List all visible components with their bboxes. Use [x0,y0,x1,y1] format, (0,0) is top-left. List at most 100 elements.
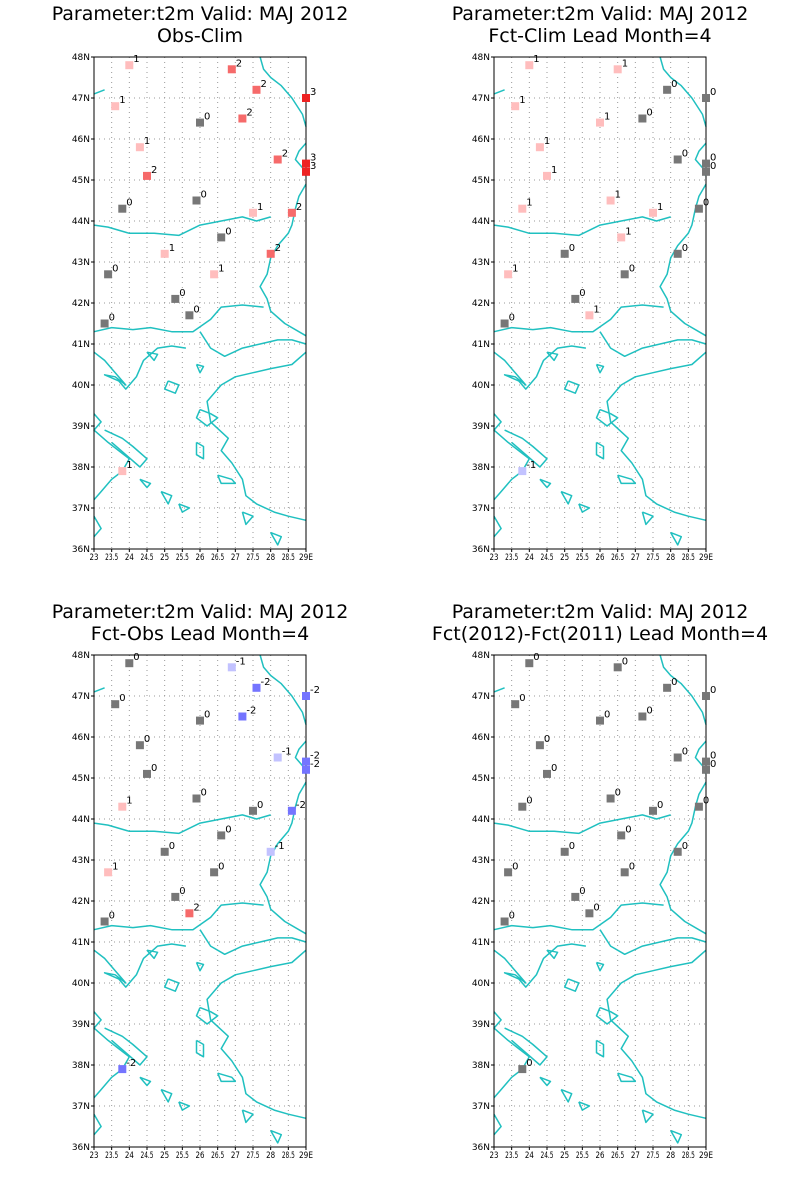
station-value-label: 2 [282,149,288,160]
coastline-segment [641,511,654,526]
station-marker [266,847,275,856]
y-tick-label: 41N [72,938,90,948]
coastline-segment [93,1011,131,1099]
station-value-label: 0 [257,800,263,811]
station-marker [620,868,629,877]
coastline-segment [595,408,619,427]
station-marker [118,467,127,476]
x-tick-label: 27 [631,553,640,563]
station-marker [620,270,629,279]
x-tick-label: 25.5 [576,553,589,563]
x-tick-label: 26.5 [611,1151,624,1161]
station-marker [266,249,275,258]
station-value-label: 0 [615,788,621,799]
coastline-segment [493,902,664,931]
station-value-label: -2 [126,1058,136,1069]
station-value-label: 1 [519,95,525,106]
station-value-label: 0 [710,87,716,98]
station-value-label: 0 [126,198,132,209]
station-marker [500,319,509,328]
station-value-label: 0 [646,108,652,119]
station-marker [673,249,682,258]
y-tick-label: 37N [472,504,490,514]
y-tick-label: 45N [472,774,490,784]
station-marker [143,769,151,778]
station-marker [571,892,580,901]
station-marker [518,1065,527,1074]
y-tick-label: 45N [72,774,90,784]
coastline-segment [504,1027,548,1066]
y-tick-label: 46N [72,135,90,145]
station-value-label: -1 [275,841,285,852]
y-tick-label: 46N [72,733,90,743]
station-value-label: 0 [509,313,515,324]
station-value-label: 1 [218,263,224,274]
station-marker [673,753,682,762]
station-value-label: 0 [109,911,115,922]
coastline-segment [595,363,605,374]
y-tick-label: 38N [72,1061,90,1071]
station-marker [135,741,144,750]
station-value-label: 0 [526,796,532,807]
coastline-segment [270,531,283,546]
station-marker [596,716,604,725]
coastline-segment [493,943,587,988]
station-marker [571,294,580,303]
x-tick-label: 24.5 [141,1151,154,1161]
station-marker [302,159,310,168]
y-tick-label: 44N [72,815,90,825]
station-value-label: 1 [533,54,539,65]
x-tick-label: 23 [90,1151,99,1161]
chart-subtitle: Obs-Clim [157,25,243,47]
station-value-label: 1 [257,202,263,213]
y-tick-label: 36N [472,1143,490,1153]
station-marker [249,208,257,217]
x-tick-label: 24.5 [541,553,554,563]
station-marker [111,102,120,111]
coastline-segment [195,408,219,427]
coastline-segment [670,1129,683,1144]
y-tick-label: 42N [472,299,490,309]
y-tick-label: 46N [472,135,490,145]
station-value-label: 0 [629,861,635,872]
y-tick-label: 43N [472,856,490,866]
station-marker [535,741,544,750]
coastline-segment [206,351,307,522]
station-marker [252,85,261,94]
x-tick-label: 24 [125,553,134,563]
coastline-segment [163,978,180,992]
station-marker [638,114,647,123]
x-tick-label: 28.5 [282,1151,295,1161]
y-tick-label: 37N [72,504,90,514]
station-marker [192,196,201,205]
x-tick-label: 26 [196,1151,205,1161]
coastline-segment [493,687,505,693]
x-tick-label: 26 [596,553,605,563]
x-tick-label: 26.5 [211,553,224,563]
station-value-label: 1 [112,861,118,872]
station-marker [606,196,615,205]
station-value-label: 1 [551,165,557,176]
coastline-segment [493,216,671,237]
station-marker [192,794,201,803]
station-value-label: 0 [710,153,716,164]
station-marker [613,663,622,672]
station-value-label: 1 [126,796,132,807]
station-value-label: 2 [236,58,242,69]
station-value-label: -2 [261,677,271,688]
map-panel-1: Parameter:t2m Valid: MAJ 2012 Obs-Clim 48N… [0,0,400,600]
y-tick-label: 44N [472,217,490,227]
map-grid [94,655,306,1147]
station-marker [649,208,657,217]
station-marker [617,233,626,242]
coastline [493,654,707,1144]
coastline-segment [199,929,307,956]
station-value-label: 0 [579,886,585,897]
y-tick-label: 38N [72,463,90,473]
coastline-segment [93,216,271,237]
station-marker [210,270,219,279]
station-marker [649,806,657,815]
x-tick-label: 29E [699,1151,713,1161]
station-marker [196,716,204,725]
station-marker [111,700,120,709]
